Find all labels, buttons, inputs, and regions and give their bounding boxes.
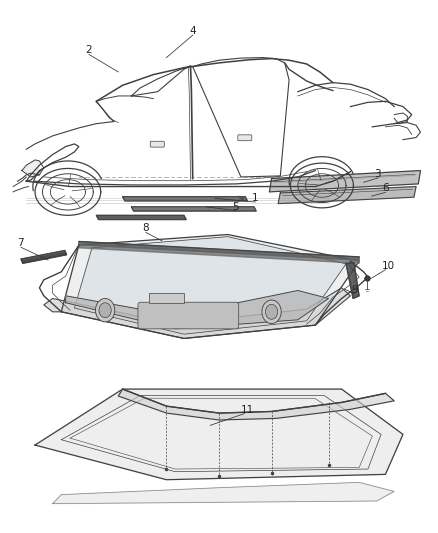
Circle shape [99,303,111,318]
Text: 10: 10 [382,261,395,271]
FancyBboxPatch shape [138,302,239,329]
Circle shape [95,298,115,322]
Polygon shape [61,235,359,338]
Polygon shape [123,197,247,201]
Polygon shape [278,187,416,204]
Polygon shape [44,288,350,338]
Bar [149,293,184,303]
Polygon shape [24,160,39,175]
FancyBboxPatch shape [238,135,252,141]
Polygon shape [118,389,394,420]
Text: 3: 3 [374,169,381,179]
Polygon shape [269,171,420,192]
Polygon shape [79,245,359,263]
Text: 5: 5 [232,201,239,212]
FancyBboxPatch shape [150,141,164,147]
Polygon shape [21,251,67,263]
Polygon shape [346,262,359,298]
Text: 9: 9 [351,285,358,295]
Polygon shape [96,215,186,220]
Text: 7: 7 [18,238,24,248]
Polygon shape [66,290,328,329]
Circle shape [265,304,278,319]
Polygon shape [35,389,403,480]
Text: 6: 6 [382,183,389,193]
Text: 11: 11 [241,405,254,415]
Text: 8: 8 [142,223,149,233]
Text: 2: 2 [85,45,92,55]
Polygon shape [74,237,346,334]
Polygon shape [53,482,394,504]
Polygon shape [79,241,359,260]
Polygon shape [131,207,256,211]
Circle shape [262,300,281,324]
Text: 1: 1 [252,193,258,203]
Text: 4: 4 [189,26,196,36]
